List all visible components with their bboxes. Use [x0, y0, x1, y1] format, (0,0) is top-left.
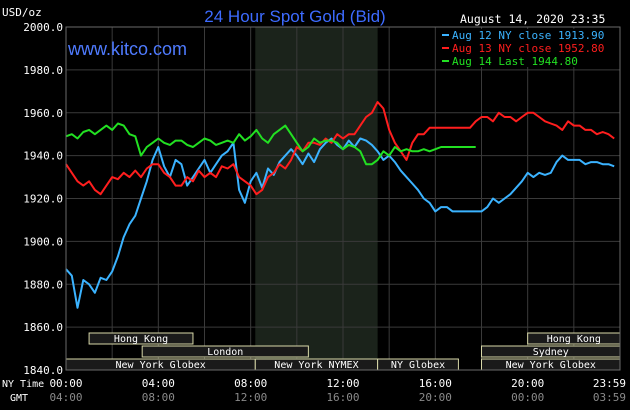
timestamp: August 14, 2020 23:35: [460, 12, 605, 26]
price-series: [65, 101, 615, 309]
session-bar: Hong Kong: [88, 332, 194, 345]
session-label: Hong Kong: [114, 334, 168, 345]
x-tick-label-gmt: 03:59: [593, 391, 626, 404]
x-tick-label-ny: 12:00: [326, 377, 359, 390]
chart-title: 24 Hour Spot Gold (Bid): [204, 7, 385, 26]
session-label: Hong Kong: [547, 334, 601, 345]
x-tick-label-gmt: 08:00: [142, 391, 175, 404]
session-bar: NY Globex: [377, 358, 459, 371]
x-axis-tick-labels: 00:00 04:00 08:00 12:00 16:00 20:00 23:5904:00…: [2, 377, 626, 404]
plot-frame: [65, 26, 621, 371]
session-label: NY Globex: [391, 360, 445, 371]
x-tick-label-gmt: 00:00: [511, 391, 544, 404]
session-label: Sydney: [533, 347, 569, 358]
gmt-label: GMT: [10, 393, 28, 404]
y-tick-label: 1940.0: [23, 150, 63, 163]
x-tick-label-ny: 08:00: [234, 377, 267, 390]
site-watermark[interactable]: www.kitco.com: [67, 39, 187, 59]
x-tick-label-gmt: 04:00: [49, 391, 82, 404]
legend-entry-aug14: Aug 14 Last 1944.80: [452, 55, 578, 68]
session-bar-rect: [141, 345, 309, 358]
legend-box: [436, 29, 618, 67]
y-tick-label: 2000.0: [23, 21, 63, 34]
x-tick-label-ny: 16:00: [419, 377, 452, 390]
y-axis-tick-labels: 2000.0 1980.0 1960.0 1940.0 1920.0 1900.0 1880…: [23, 21, 63, 377]
session-bar: New York Globex: [481, 358, 621, 371]
x-tick-label-ny: 04:00: [142, 377, 175, 390]
y-tick-label: 1860.0: [23, 321, 63, 334]
session-bar: Hong Kong: [527, 332, 621, 345]
x-tick-label-ny: 20:00: [511, 377, 544, 390]
session-bar-rect: [88, 332, 194, 345]
session-bar: London: [141, 345, 309, 358]
session-bar: Sydney: [481, 345, 621, 358]
x-tick-label-gmt: 12:00: [234, 391, 267, 404]
y-tick-label: 1920.0: [23, 193, 63, 206]
y-tick-label: 1960.0: [23, 107, 63, 120]
series-line-aug13: [65, 101, 615, 196]
y-tick-label: 1880.0: [23, 278, 63, 291]
session-label: London: [207, 347, 243, 358]
legend-entry-aug12: Aug 12 NY close 1913.90: [452, 29, 604, 42]
x-tick-label-gmt: 20:00: [419, 391, 452, 404]
legend-entry-aug13: Aug 13 NY close 1952.80: [452, 42, 604, 55]
session-bar: New York Globex: [65, 358, 256, 371]
session-label: New York NYMEX: [274, 360, 358, 371]
x-tick-label-gmt: 16:00: [326, 391, 359, 404]
y-tick-label: 1980.0: [23, 64, 63, 77]
unit-label: USD/oz: [2, 6, 42, 19]
y-tick-label: 1900.0: [23, 235, 63, 248]
x-tick-label-ny: 00:00: [49, 377, 82, 390]
series-line-aug14: [65, 122, 476, 166]
y-tick-label: 1840.0: [23, 364, 63, 377]
x-tick-label-ny: 23:59: [593, 377, 626, 390]
session-label: New York Globex: [506, 360, 596, 371]
grid-lines: [66, 26, 620, 371]
session-bar: New York NYMEX: [254, 358, 379, 371]
ny-time-label: NY Time: [2, 379, 44, 390]
session-label: New York Globex: [115, 360, 205, 371]
